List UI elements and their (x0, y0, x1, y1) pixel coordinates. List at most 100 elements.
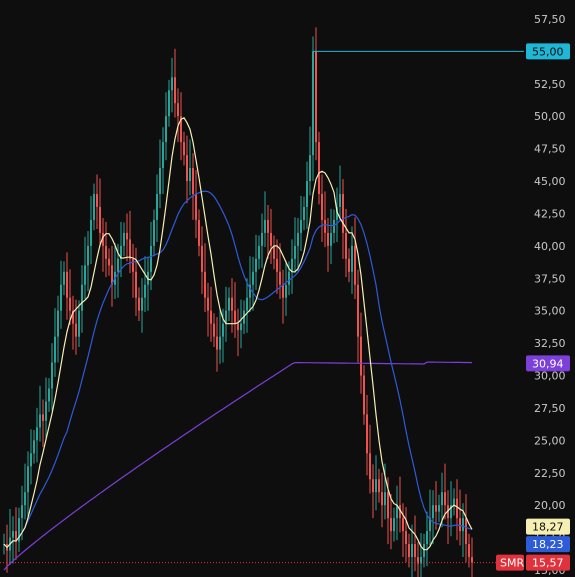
candle-body (174, 77, 176, 104)
candle (81, 265, 83, 333)
candle-body (438, 505, 440, 512)
candle (30, 429, 32, 485)
candle-body (360, 336, 362, 376)
candle-body (303, 206, 305, 220)
candle-body (108, 258, 110, 266)
candle (255, 234, 257, 290)
candle-body (288, 271, 290, 285)
candle (249, 256, 251, 312)
candle-body (51, 362, 53, 389)
candle (447, 490, 449, 545)
candle (321, 174, 323, 242)
symbol-tag-bg (496, 554, 524, 571)
candle (312, 36, 314, 182)
candle (93, 183, 95, 231)
candle (102, 217, 104, 272)
candle (114, 243, 116, 300)
candle (270, 208, 272, 265)
candle (99, 178, 101, 248)
candle (126, 213, 128, 262)
candle-body (90, 219, 92, 246)
candle-body (330, 232, 332, 246)
candle-body (357, 284, 359, 337)
candle-body (270, 232, 272, 246)
candle-body (378, 479, 380, 493)
candle (348, 248, 350, 283)
symbol-tag-label: SMR (500, 557, 524, 570)
y-tick-label: 27,50 (534, 402, 566, 415)
candle (396, 485, 398, 541)
candle (288, 261, 290, 296)
candle-body (210, 310, 212, 324)
y-tick-label: 32,50 (534, 337, 566, 350)
candle (393, 507, 395, 542)
candle (165, 92, 167, 161)
candle-body (240, 323, 242, 331)
candle-body (327, 232, 329, 246)
ma-mid-line (3, 190, 473, 549)
candle (261, 213, 263, 268)
candle-body (387, 492, 389, 519)
y-tick-label: 35,00 (534, 305, 566, 318)
candle-body (141, 297, 143, 311)
candle (231, 278, 233, 333)
candle-body (366, 414, 368, 454)
candle (339, 165, 341, 222)
last-price-tag: 15,57 (526, 554, 570, 571)
candle (39, 385, 41, 442)
candle (18, 507, 20, 552)
candle (186, 135, 188, 204)
candle-body (162, 142, 164, 169)
y-tick-label: 20,00 (534, 499, 566, 512)
candle-body (222, 323, 224, 337)
candle-body (297, 232, 299, 246)
candle (90, 195, 92, 265)
candle (282, 269, 284, 324)
candle-body (465, 518, 467, 545)
candle-body (132, 258, 134, 272)
candle (54, 308, 56, 377)
candle (216, 317, 218, 372)
candle (42, 399, 44, 447)
candle (459, 489, 461, 546)
candle-body (402, 518, 404, 532)
candle (153, 209, 155, 257)
candle (78, 300, 80, 347)
candle (465, 494, 467, 563)
candle-body (453, 498, 455, 506)
candle (315, 27, 317, 161)
ma-fast-tag: 18,27 (526, 518, 570, 535)
candle-body (99, 206, 101, 233)
candle (429, 489, 431, 546)
candle-body (75, 323, 77, 337)
candle-body (63, 271, 65, 285)
ma-mid-tag-bg (526, 536, 570, 553)
candle-body (450, 505, 452, 519)
candle (330, 208, 332, 265)
candle (384, 463, 386, 520)
candle-body (39, 414, 41, 428)
candles (3, 27, 473, 577)
candle (378, 468, 380, 503)
candle-body (324, 219, 326, 233)
candle-body (339, 194, 341, 207)
candle-body (81, 284, 83, 311)
y-tick-label: 42,50 (534, 207, 566, 220)
candle (357, 269, 359, 363)
candle (420, 533, 422, 577)
candle (51, 343, 53, 411)
candle-body (294, 245, 296, 259)
y-tick-label: 40,00 (534, 240, 566, 253)
candle-body (405, 531, 407, 545)
candle (327, 217, 329, 272)
candle-body (351, 245, 353, 272)
candle (63, 261, 65, 296)
candle-body (18, 518, 20, 542)
candle-body (231, 297, 233, 311)
candle (156, 174, 158, 242)
candle-body (345, 232, 347, 259)
candle-body (111, 265, 113, 285)
candle-body (42, 414, 44, 421)
candle-body (225, 310, 227, 324)
